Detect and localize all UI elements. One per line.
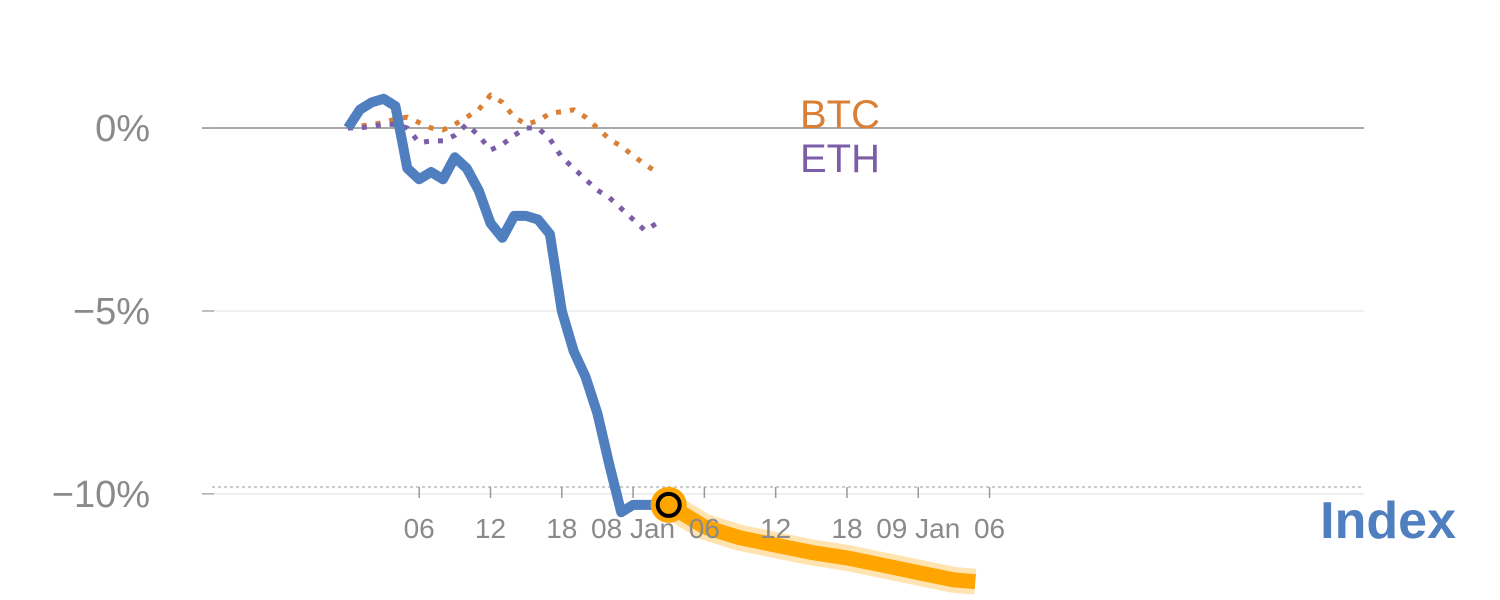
series-line-btc — [347, 92, 659, 175]
x-tick-label: 08 Jan — [591, 513, 675, 544]
x-axis — [212, 486, 1364, 498]
current-point-marker — [650, 486, 687, 523]
y-tick-labels: 0% −5% −10% — [52, 108, 150, 516]
series-label-eth: ETH — [800, 137, 880, 181]
x-tick-label: 12 — [475, 513, 506, 544]
index-label[interactable]: Index — [1320, 492, 1456, 550]
x-tick-label: 09 Jan — [876, 513, 960, 544]
y-tick-label: −5% — [73, 291, 150, 333]
y-tick-label: −10% — [52, 474, 150, 516]
x-tick-labels: 06 12 18 08 Jan 06 12 18 09 Jan 06 — [404, 513, 1005, 544]
y-tick-label: 0% — [95, 108, 150, 150]
x-tick-label: 18 — [831, 513, 862, 544]
series-lines — [343, 92, 977, 595]
series-line-index — [343, 93, 657, 518]
series-line-eth — [347, 121, 659, 233]
x-tick-label: 06 — [974, 513, 1005, 544]
x-tick-label: 06 — [689, 513, 720, 544]
series-label-btc: BTC — [800, 93, 880, 137]
marker-point[interactable] — [655, 491, 682, 518]
x-tick-label: 12 — [760, 513, 791, 544]
x-tick-label: 18 — [546, 513, 577, 544]
series-line-forecast — [664, 498, 976, 590]
x-tick-label: 06 — [404, 513, 435, 544]
gridlines — [202, 127, 1364, 495]
